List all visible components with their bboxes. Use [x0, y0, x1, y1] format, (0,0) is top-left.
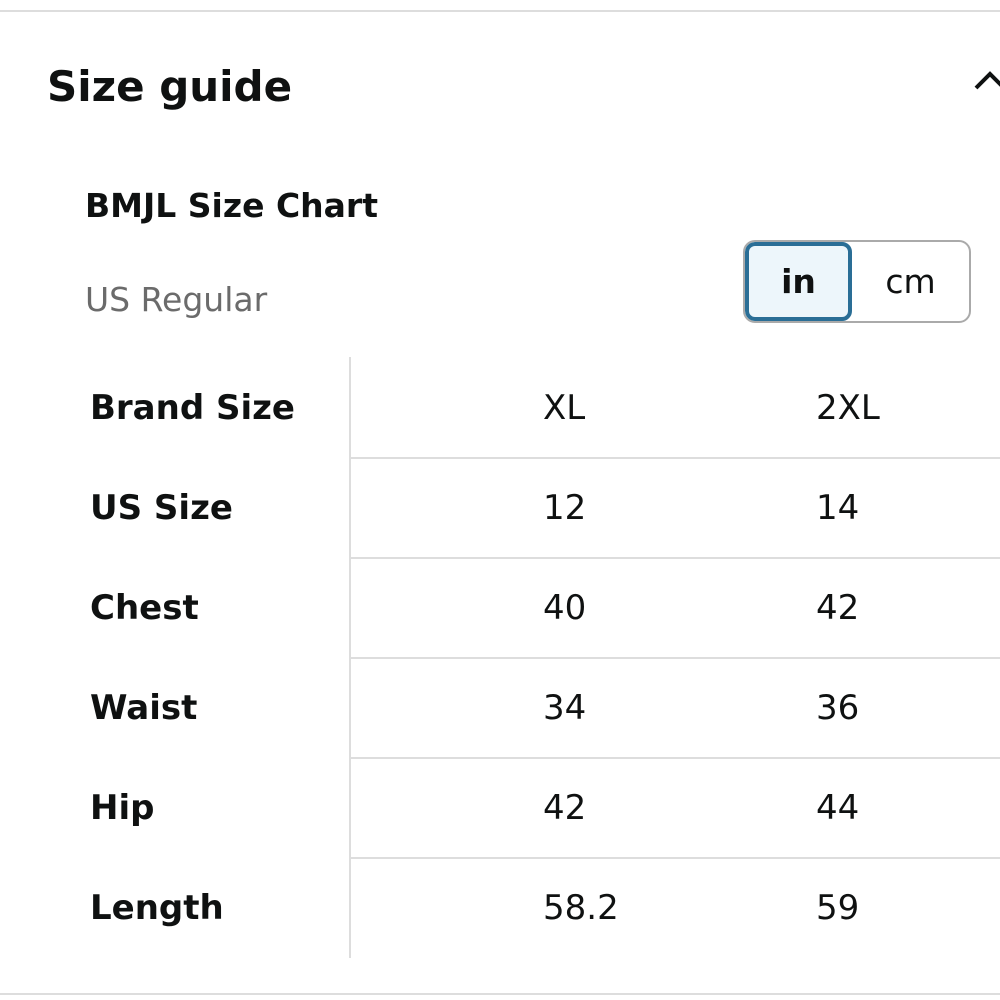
table-cell: 36 — [816, 688, 860, 728]
row-label: Hip — [90, 788, 155, 828]
section-title: Size guide — [47, 62, 293, 111]
chart-title: BMJL Size Chart — [85, 186, 378, 225]
row-divider — [351, 857, 1000, 859]
table-cell: 42 — [816, 588, 860, 628]
table-cell: XL — [543, 388, 586, 428]
divider — [0, 993, 1000, 995]
row-divider — [351, 757, 1000, 759]
row-divider — [351, 457, 1000, 459]
unit-option[interactable]: cm — [885, 262, 936, 301]
unit-option[interactable]: in — [745, 242, 852, 321]
table-cell: 40 — [543, 588, 587, 628]
table-cell: 42 — [543, 788, 587, 828]
region-label: US Regular — [85, 280, 268, 319]
row-label: Chest — [90, 588, 199, 628]
row-divider — [351, 557, 1000, 559]
divider — [0, 10, 1000, 12]
table-cell: 58.2 — [543, 888, 619, 928]
collapse-chevron[interactable] — [970, 62, 1000, 102]
row-divider — [351, 657, 1000, 659]
table-cell: 2XL — [816, 388, 880, 428]
table-cell: 12 — [543, 488, 587, 528]
column-divider — [349, 357, 351, 958]
row-label: US Size — [90, 488, 233, 528]
table-cell: 34 — [543, 688, 587, 728]
table-cell: 59 — [816, 888, 860, 928]
row-label: Length — [90, 888, 224, 928]
row-label: Waist — [90, 688, 198, 728]
unit-toggle: in cm — [743, 240, 971, 323]
table-cell: 14 — [816, 488, 860, 528]
row-label: Brand Size — [90, 388, 295, 428]
table-cell: 44 — [816, 788, 860, 828]
